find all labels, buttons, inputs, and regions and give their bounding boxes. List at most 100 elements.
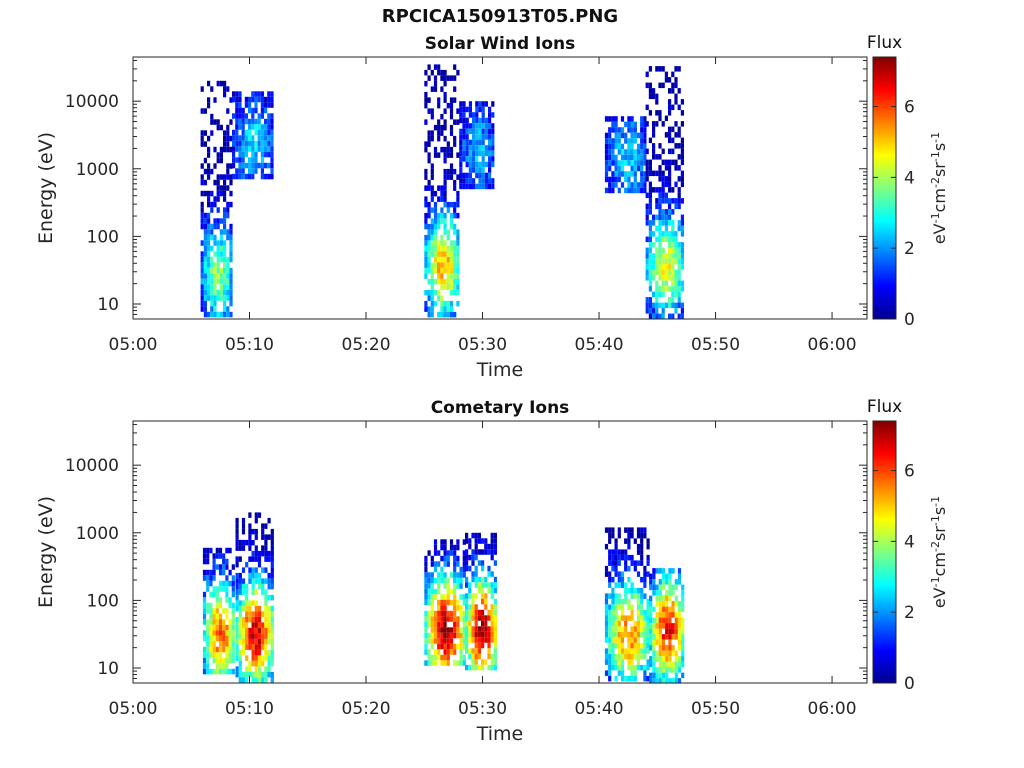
- flux-cell: [611, 143, 615, 150]
- flux-cell: [203, 141, 207, 147]
- flux-cell: [219, 229, 223, 235]
- flux-cell: [238, 124, 242, 130]
- flux-cell: [493, 642, 497, 649]
- flux-cell: [207, 212, 211, 219]
- flux-cell: [649, 678, 653, 684]
- flux-cell: [636, 571, 641, 577]
- flux-cell: [427, 638, 431, 644]
- flux-cell: [655, 121, 659, 127]
- flux-cell: [245, 622, 249, 628]
- flux-cell: [202, 575, 207, 581]
- flux-cell: [229, 174, 233, 180]
- flux-cell: [449, 278, 454, 285]
- flux-cell: [267, 633, 271, 639]
- flux-cell: [468, 150, 472, 157]
- flux-cell: [655, 203, 659, 210]
- flux-cell: [264, 611, 268, 617]
- flux-cell: [427, 75, 431, 81]
- flux-cell: [267, 616, 271, 623]
- flux-cell: [219, 284, 223, 290]
- flux-cell: [643, 182, 647, 188]
- flux-cell: [212, 553, 216, 559]
- flux-cell: [433, 638, 438, 644]
- flux-cell: [680, 170, 684, 177]
- flux-cell: [453, 588, 457, 595]
- flux-cell: [261, 550, 265, 557]
- flux-cell: [477, 587, 481, 594]
- flux-cell: [433, 201, 438, 208]
- flux-cell: [643, 582, 647, 588]
- flux-cell: [225, 575, 229, 581]
- flux-cell: [254, 600, 258, 606]
- flux-cell: [604, 154, 609, 161]
- flux-cell: [640, 149, 644, 155]
- plot-area: [133, 57, 867, 319]
- flux-cell: [251, 151, 255, 158]
- flux-cell: [633, 187, 637, 194]
- flux-cell: [643, 664, 647, 671]
- burst-3: [424, 539, 466, 666]
- flux-cell: [624, 132, 628, 139]
- flux-cell: [207, 146, 211, 153]
- flux-cell: [433, 124, 438, 131]
- flux-cell: [477, 560, 481, 566]
- flux-cell: [648, 82, 652, 89]
- flux-cell: [604, 160, 609, 166]
- flux-cell: [671, 601, 675, 607]
- flux-cell: [671, 302, 675, 309]
- flux-cell: [617, 165, 621, 172]
- flux-cell: [456, 108, 460, 114]
- flux-cell: [668, 628, 672, 635]
- burst-3: [424, 64, 460, 318]
- flux-cell: [254, 572, 258, 579]
- flux-cell: [443, 660, 447, 666]
- flux-cell: [490, 615, 494, 621]
- flux-cell: [257, 611, 262, 617]
- flux-cell: [617, 160, 621, 166]
- flux-cell: [440, 240, 444, 246]
- flux-cell: [267, 660, 271, 667]
- flux-cell: [652, 584, 656, 591]
- flux-cell: [257, 561, 262, 568]
- flux-cell: [462, 632, 466, 639]
- flux-cell: [640, 576, 644, 583]
- flux-cell: [215, 624, 219, 631]
- flux-cell: [226, 130, 230, 136]
- flux-cell: [264, 666, 268, 672]
- flux-cell: [649, 645, 653, 651]
- flux-cell: [222, 580, 226, 587]
- flux-cell: [218, 586, 223, 592]
- flux-cell: [235, 517, 239, 524]
- flux-cell: [617, 593, 621, 599]
- flux-cell: [437, 273, 441, 279]
- flux-cell: [680, 264, 684, 270]
- flux-cell: [677, 253, 681, 259]
- flux-cell: [449, 284, 454, 290]
- flux-cell: [664, 231, 668, 237]
- flux-cell: [658, 220, 662, 226]
- flux-cell: [427, 295, 431, 301]
- flux-cell: [270, 168, 274, 174]
- flux-cell: [652, 661, 656, 668]
- flux-cell: [430, 196, 434, 202]
- flux-cell: [474, 609, 478, 616]
- flux-cell: [680, 214, 684, 221]
- flux-cell: [617, 527, 621, 533]
- flux-cell: [680, 159, 684, 166]
- flux-cell: [481, 626, 485, 632]
- flux-cell: [640, 549, 644, 555]
- flux-cell: [677, 579, 682, 585]
- flux-cell: [238, 622, 242, 628]
- flux-cell: [267, 129, 271, 136]
- flux-cell: [677, 126, 681, 133]
- flux-cell: [264, 534, 268, 540]
- flux-cell: [207, 174, 211, 180]
- flux-cell: [446, 267, 450, 274]
- flux-cell: [264, 649, 268, 656]
- flux-cell: [433, 588, 438, 595]
- flux-cell: [490, 554, 494, 561]
- flux-cell: [446, 588, 450, 595]
- flux-cell: [636, 626, 641, 632]
- flux-cell: [264, 605, 268, 612]
- flux-cell: [245, 616, 249, 623]
